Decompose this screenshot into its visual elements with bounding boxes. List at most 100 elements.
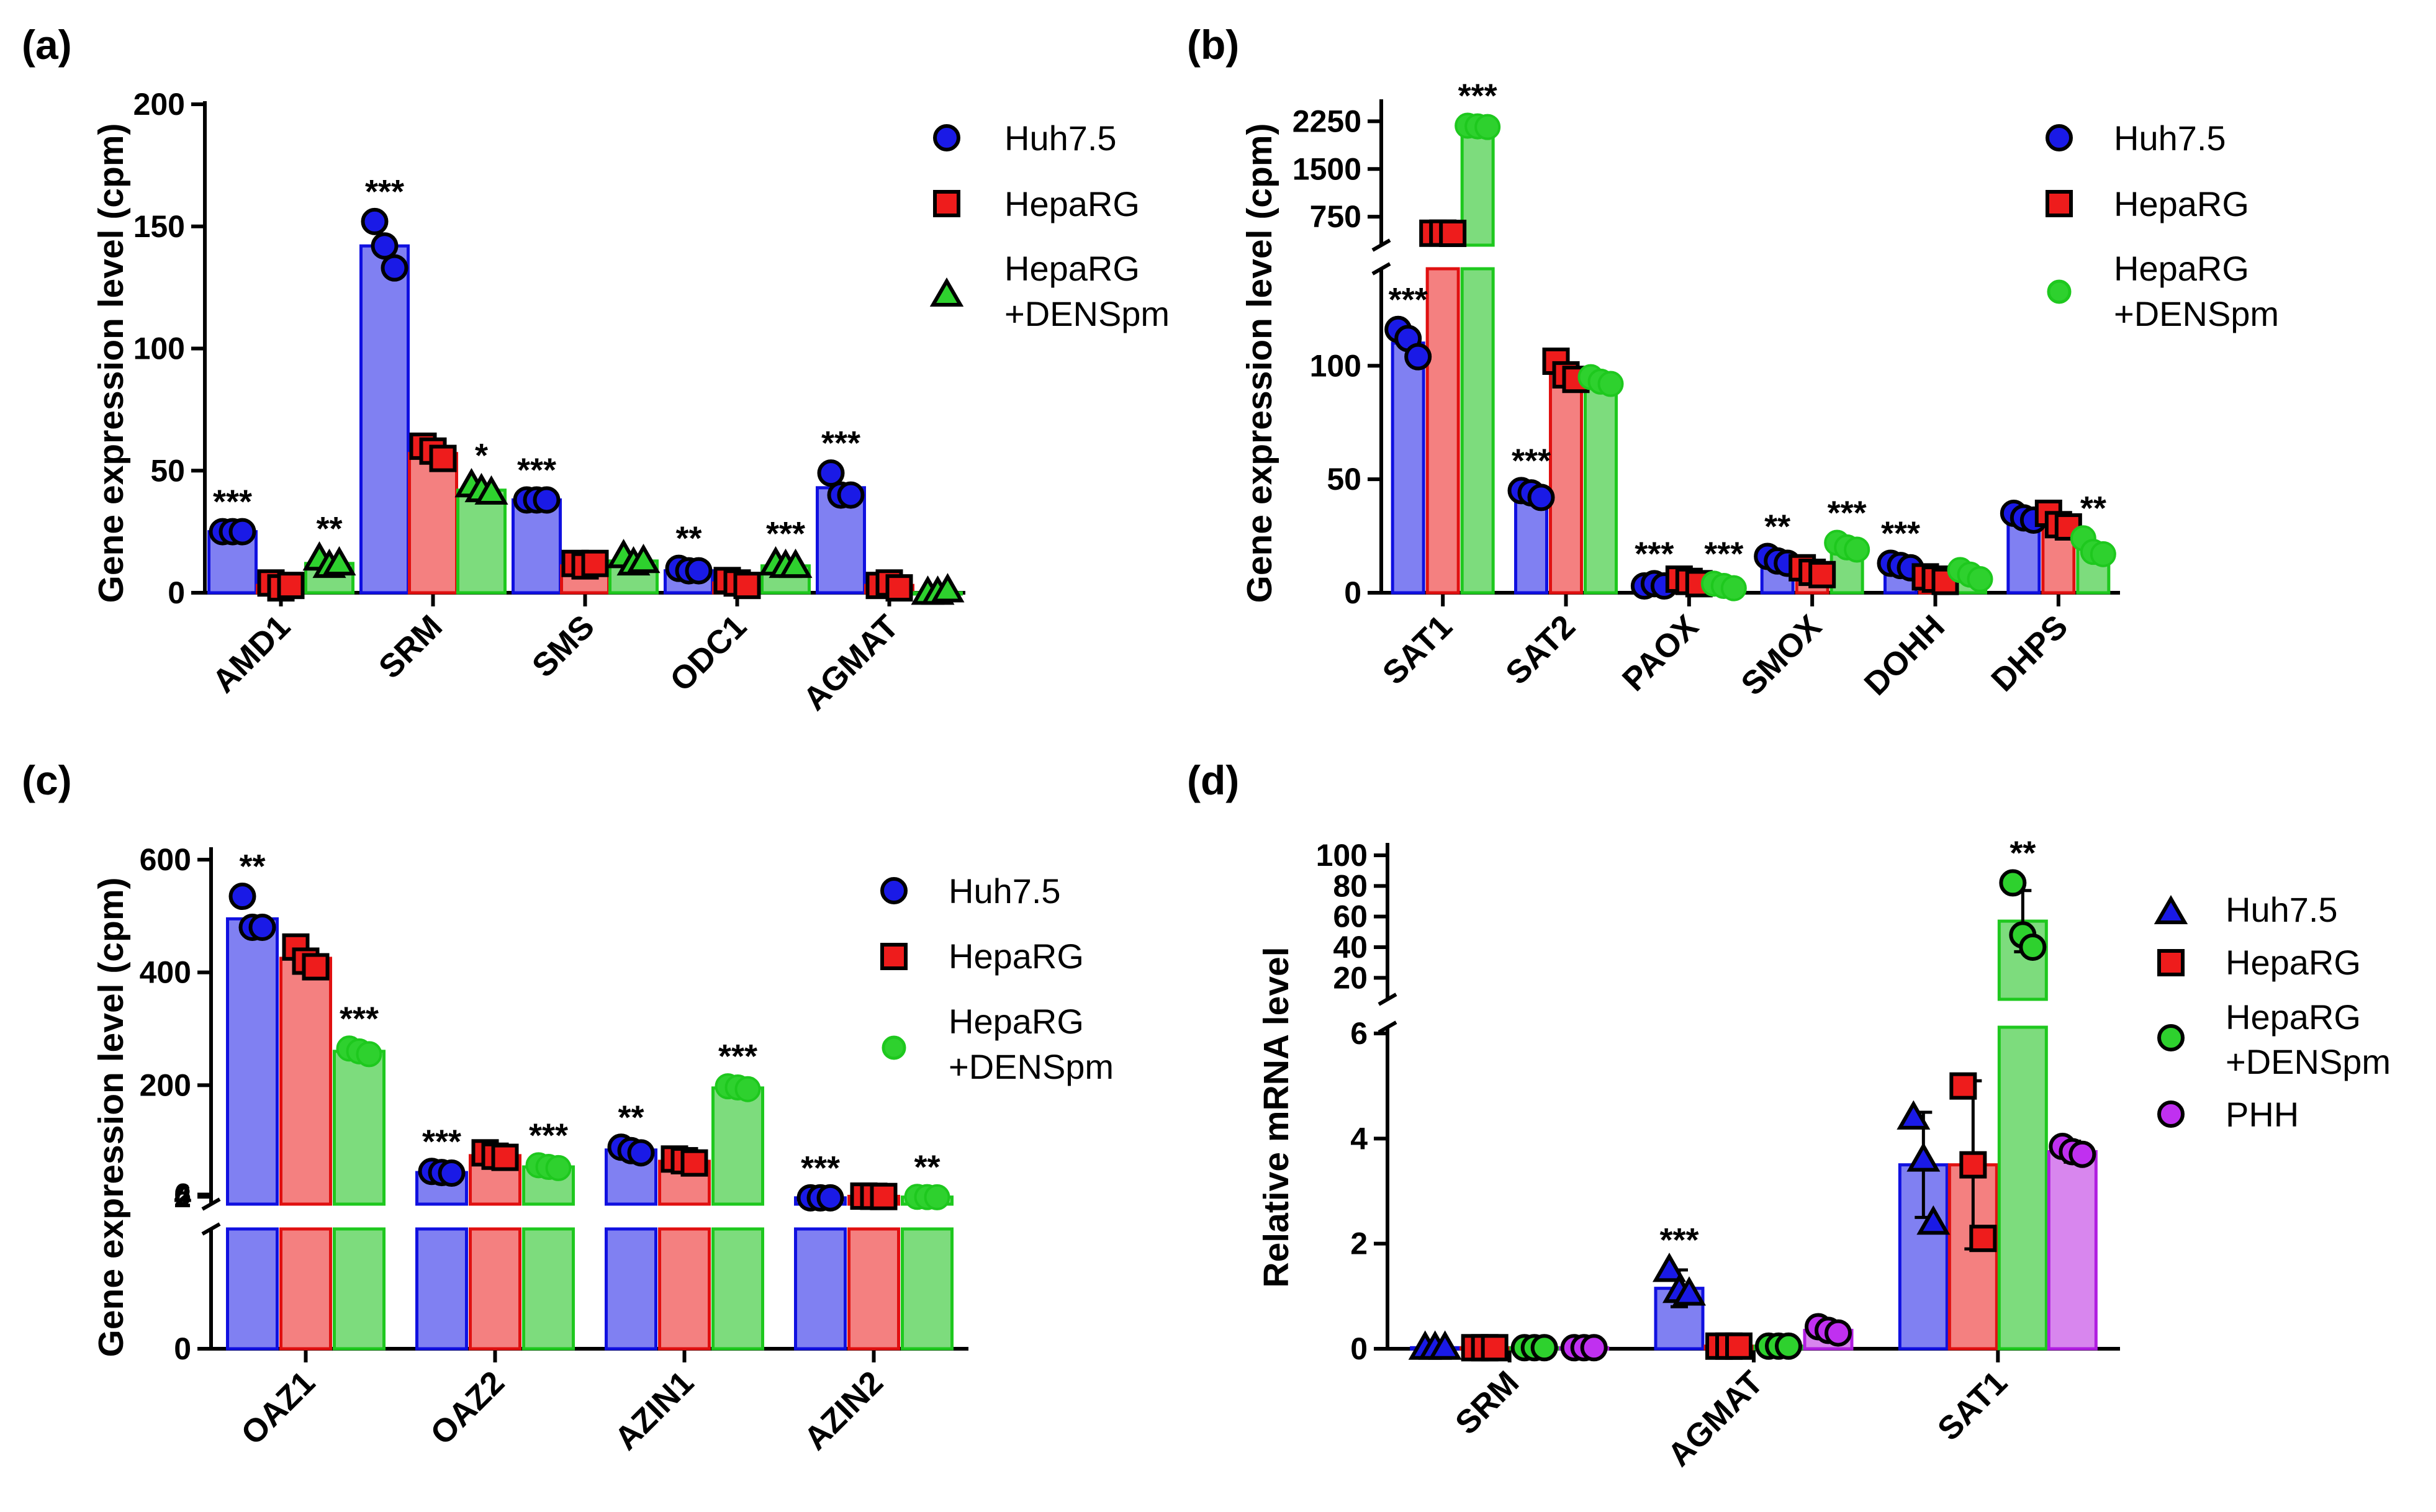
y-tick-label-upper: 20 xyxy=(1333,960,1368,995)
data-point xyxy=(1844,536,1870,563)
x-category-label: SRM xyxy=(1448,1364,1526,1442)
data-point xyxy=(2090,541,2116,567)
significance-label: *** xyxy=(517,451,556,488)
legend-marker-huh7-5 xyxy=(2046,124,2073,151)
panel-a: (a) Gene expression level (cpm) *** ** *… xyxy=(22,22,1170,718)
panel-d-category-labels: SRM AGMAT SAT1 xyxy=(1448,1364,2014,1474)
bar-upper-segment xyxy=(279,956,332,1206)
data-point xyxy=(1808,560,1836,588)
bar-upper-segment xyxy=(333,1050,386,1206)
bar xyxy=(2047,1150,2098,1351)
legend-marker-phh xyxy=(2157,1100,2185,1128)
bar xyxy=(522,1227,575,1351)
bar xyxy=(605,1227,657,1351)
data-point xyxy=(778,548,813,578)
legend-label: +DENSpm xyxy=(1004,294,1170,333)
data-point xyxy=(474,475,508,505)
data-point xyxy=(1474,114,1501,140)
x-category-label: ODC1 xyxy=(663,608,754,699)
data-point xyxy=(2068,1140,2096,1168)
significance-label: *** xyxy=(529,1117,568,1154)
panel-d-label: (d) xyxy=(1187,757,1239,803)
axis-break-mark xyxy=(1378,1020,1397,1034)
legend-label: HepaRG xyxy=(1004,184,1140,223)
data-point xyxy=(626,543,661,574)
data-point xyxy=(734,1076,761,1102)
y-tick-label: 0 xyxy=(1350,1331,1368,1366)
legend-marker-heparg xyxy=(2157,949,2185,976)
legend-label: HepaRG xyxy=(2114,249,2249,288)
data-point xyxy=(381,254,408,282)
legend-marker-huh7-5 xyxy=(880,877,908,904)
bar xyxy=(1584,380,1618,595)
data-point xyxy=(1931,567,1959,595)
x-category-label: SAT1 xyxy=(1931,1364,2014,1448)
axis-break-mark xyxy=(201,1197,221,1211)
panel-b: (b) Gene expression level (cpm) *** *** … xyxy=(1187,22,2279,703)
significance-label: ** xyxy=(618,1099,644,1136)
data-point xyxy=(924,1184,950,1210)
panel-d-bars xyxy=(1410,919,2098,1351)
significance-label: *** xyxy=(718,1038,757,1075)
legend-label: HepaRG xyxy=(2114,184,2249,223)
data-point xyxy=(817,459,845,487)
bar xyxy=(456,488,507,595)
significance-label: *** xyxy=(1458,78,1497,115)
panel-b-annotations: *** *** *** *** *** ** *** *** ** xyxy=(1389,78,2106,573)
data-point xyxy=(1725,1332,1753,1360)
data-point xyxy=(581,549,609,577)
legend-label: Huh7.5 xyxy=(2114,119,2226,158)
significance-label: ** xyxy=(2080,490,2106,527)
panel-b-y-axis-title: Gene expression level (cpm) xyxy=(1240,124,1279,603)
data-point xyxy=(1967,566,1993,593)
panel-d-points xyxy=(1408,869,2096,1362)
data-point xyxy=(1897,1100,1931,1130)
x-category-label: SMS xyxy=(525,608,602,685)
significance-label: ** xyxy=(1764,508,1790,545)
y-tick-label: 0 xyxy=(174,1331,191,1366)
data-point xyxy=(322,546,356,576)
data-point xyxy=(680,1149,708,1177)
bar-upper-segment xyxy=(1460,125,1495,247)
axis-break-mark xyxy=(1378,992,1397,1006)
data-point xyxy=(1969,1225,1997,1253)
legend-label: HepaRG xyxy=(949,1002,1084,1041)
panel-a-points xyxy=(209,207,965,605)
panel-c-label: (c) xyxy=(22,757,72,803)
panel-d-legend: Huh7.5 HepaRG HepaRG +DENSpm PHH xyxy=(2154,890,2391,1134)
data-point xyxy=(533,486,561,514)
panel-c-tick-labels: 0 2 4 6 200 400 600 xyxy=(140,842,192,1366)
legend-marker-heparg-densp xyxy=(929,277,964,307)
data-point xyxy=(1481,1334,1509,1362)
significance-label: *** xyxy=(1512,442,1551,479)
significance-label: * xyxy=(475,437,488,474)
data-point xyxy=(356,1041,382,1068)
x-category-label: SAT1 xyxy=(1376,608,1459,692)
y-tick-label-upper: 600 xyxy=(140,842,191,877)
bar xyxy=(333,1227,386,1351)
data-point xyxy=(816,1184,844,1212)
significance-label: *** xyxy=(1635,535,1674,572)
significance-label: ** xyxy=(2010,834,2036,871)
significance-label: ** xyxy=(316,510,342,547)
legend-label: Huh7.5 xyxy=(1004,119,1117,158)
legend-marker-heparg-densp xyxy=(882,1035,906,1060)
bar xyxy=(469,1227,521,1351)
data-point xyxy=(627,1139,655,1167)
panel-a-label: (a) xyxy=(22,22,72,68)
bar xyxy=(512,498,562,595)
panel-d: (d) Relative mRNA level *** ** 0 2 4 6 2… xyxy=(1187,757,2391,1474)
panel-b-bars xyxy=(1391,125,2111,595)
y-tick-label: 0 xyxy=(1344,575,1361,610)
data-point xyxy=(2054,513,2082,541)
data-point xyxy=(1530,1334,1558,1362)
y-tick-label-upper: 60 xyxy=(1333,899,1368,934)
y-tick-label: 100 xyxy=(1310,348,1361,383)
significance-label: ** xyxy=(914,1148,940,1186)
panel-c-bars xyxy=(226,917,954,1351)
panel-b-axes xyxy=(1368,99,2120,606)
y-tick-label-upper: 40 xyxy=(1333,930,1368,965)
significance-label: *** xyxy=(1659,1222,1698,1259)
data-point xyxy=(361,207,389,235)
significance-label: *** xyxy=(1704,535,1743,572)
